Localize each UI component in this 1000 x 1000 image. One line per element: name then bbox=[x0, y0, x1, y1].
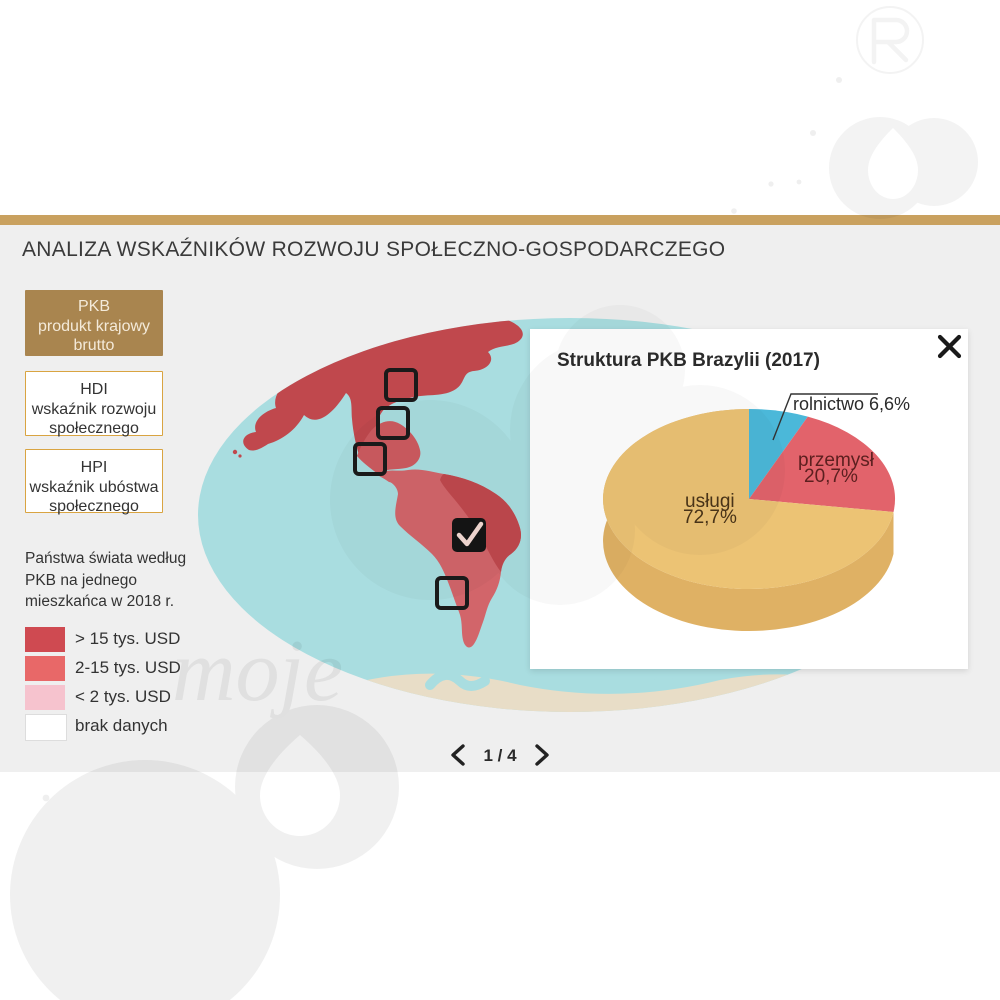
svg-text:moje: moje bbox=[172, 623, 343, 720]
